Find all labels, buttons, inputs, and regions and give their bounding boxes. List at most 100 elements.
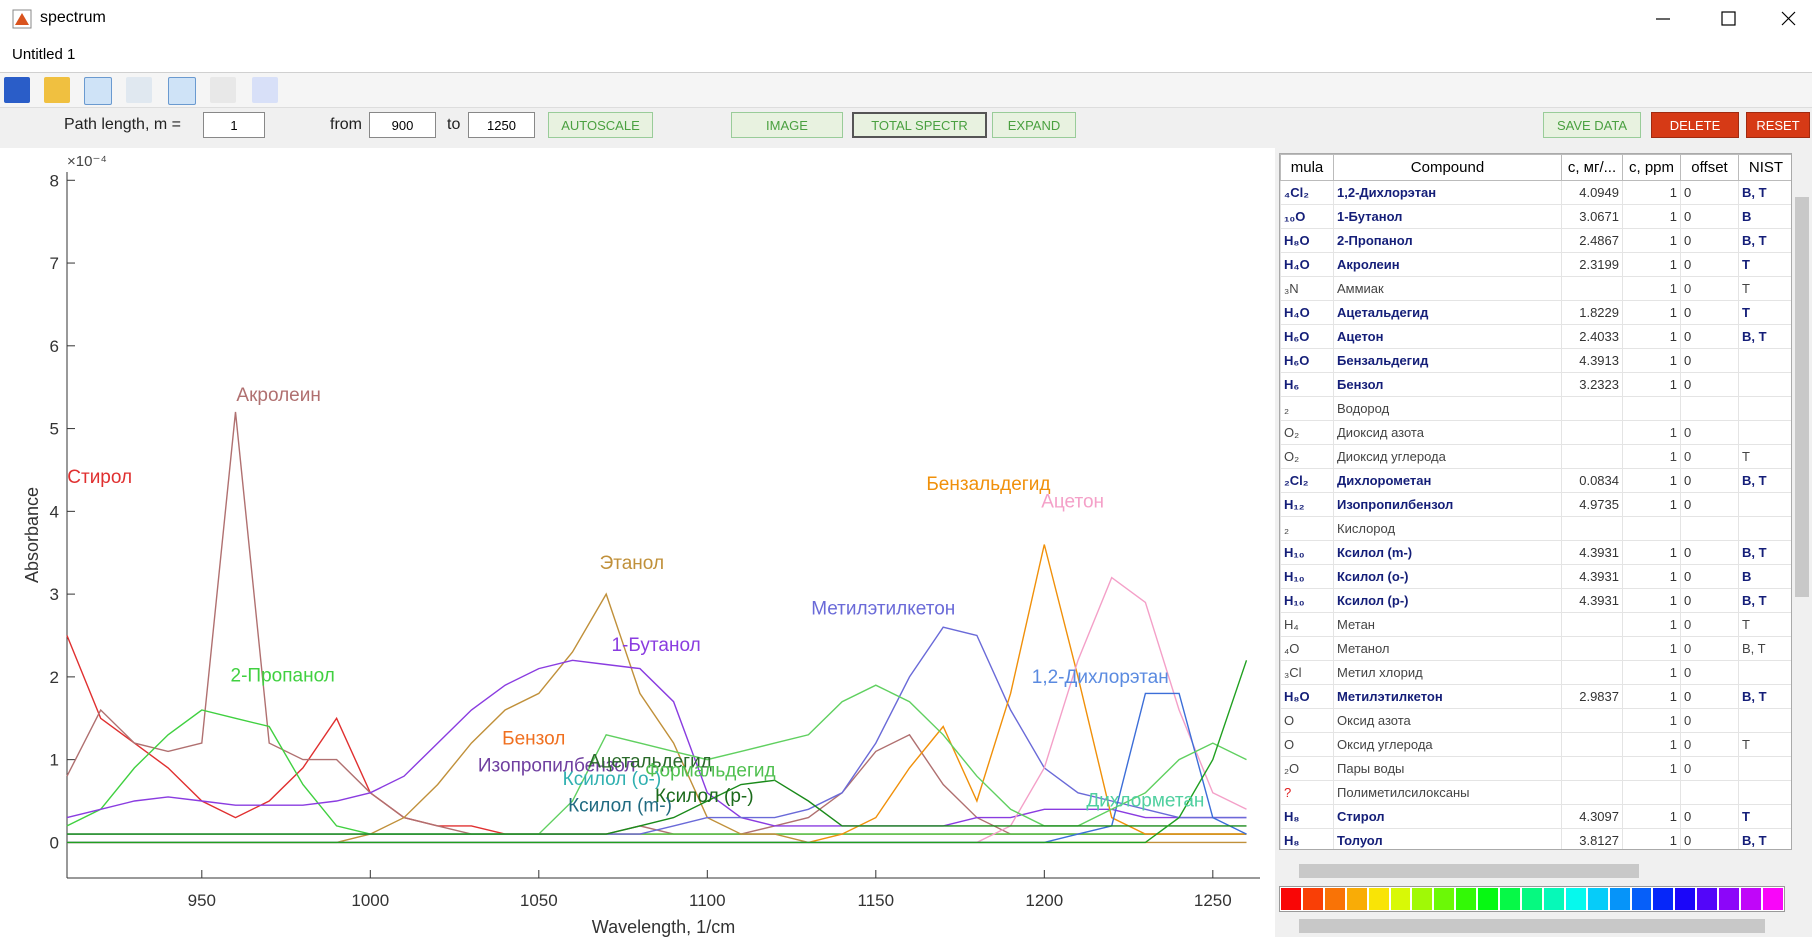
color-swatch[interactable] xyxy=(1500,888,1520,910)
table-row[interactable]: H₈ Толуол 3.8127 1 0 B, T xyxy=(1280,828,1791,849)
table-cell: T xyxy=(1738,300,1791,325)
color-swatch[interactable] xyxy=(1456,888,1477,910)
data-cursor-icon[interactable] xyxy=(210,77,236,103)
to-input[interactable]: 1250 xyxy=(468,112,535,138)
curve-label: 1,2-Дихлорэтан xyxy=(1032,667,1169,688)
table-cell: 1 xyxy=(1622,708,1681,733)
color-swatch[interactable] xyxy=(1762,888,1783,910)
scroll-thumb[interactable] xyxy=(1299,919,1765,933)
path-length-input[interactable]: 1 xyxy=(203,112,265,138)
table-cell xyxy=(1738,516,1791,541)
zoom-in-icon[interactable] xyxy=(84,77,112,105)
table-row[interactable]: ? Полиметилсилоксаны xyxy=(1280,780,1791,805)
horizontal-scrollbar[interactable] xyxy=(1279,861,1792,881)
scroll-thumb[interactable] xyxy=(1299,864,1639,878)
table-cell: Диоксид углерода xyxy=(1333,444,1562,469)
delete-button[interactable]: DELETE xyxy=(1651,112,1739,138)
color-swatch[interactable] xyxy=(1675,888,1696,910)
color-swatch[interactable] xyxy=(1324,888,1345,910)
table-row[interactable]: H₆O Бензальдегид 4.3913 1 0 xyxy=(1280,348,1791,373)
color-swatch[interactable] xyxy=(1587,888,1608,910)
from-input[interactable]: 900 xyxy=(369,112,436,138)
table-cell: 4.3097 xyxy=(1561,804,1623,829)
vertical-scrollbar[interactable] xyxy=(1792,177,1812,850)
table-row[interactable]: H₁₂ Изопропилбензол 4.9735 1 0 xyxy=(1280,492,1791,517)
table-row[interactable]: O₂ Диоксид азота 1 0 xyxy=(1280,420,1791,445)
table-row[interactable]: ₂Cl₂ Дихлорометан 0.0834 1 0 B, T xyxy=(1280,468,1791,493)
table-cell: 0 xyxy=(1680,588,1739,613)
table-cell: Ацетальдегид xyxy=(1333,300,1562,325)
table-row[interactable]: ₄Cl₂ 1,2-Дихлорэтан 4.0949 1 0 B, T xyxy=(1280,180,1791,205)
table-cell: 4.3931 xyxy=(1561,588,1623,613)
table-row[interactable]: H₁₀ Ксилол (o-) 4.3931 1 0 B xyxy=(1280,564,1791,589)
spectrum-line xyxy=(66,659,1247,827)
open-icon[interactable] xyxy=(44,77,70,103)
table-row[interactable]: ₂O Пары воды 1 0 xyxy=(1280,756,1791,781)
color-swatch[interactable] xyxy=(1741,888,1761,910)
table-cell: B xyxy=(1738,204,1791,229)
table-cell: 0 xyxy=(1680,252,1739,277)
expand-button[interactable]: EXPAND xyxy=(992,112,1076,138)
color-swatch[interactable] xyxy=(1719,888,1740,910)
color-palette[interactable] xyxy=(1279,886,1785,912)
table-row[interactable]: ₃Cl Метил хлорид 1 0 xyxy=(1280,660,1791,685)
table-cell: Ксилол (p-) xyxy=(1333,588,1562,613)
autoscale-button[interactable]: AUTOSCALE xyxy=(548,112,653,138)
zoom-out-icon[interactable] xyxy=(126,77,152,103)
table-cell: H₁₀ xyxy=(1280,588,1334,613)
save-icon[interactable] xyxy=(4,77,30,103)
color-swatch[interactable] xyxy=(1631,888,1652,910)
table-row[interactable]: ₂ Водород xyxy=(1280,396,1791,421)
color-swatch[interactable] xyxy=(1412,888,1433,910)
table-cell: 1 xyxy=(1622,372,1681,397)
color-swatch[interactable] xyxy=(1368,888,1389,910)
table-cell: ₂O xyxy=(1280,756,1334,781)
table-row[interactable]: H₆O Ацетон 2.4033 1 0 B, T xyxy=(1280,324,1791,349)
table-row[interactable]: ₄O Метанол 1 0 B, T xyxy=(1280,636,1791,661)
table-row[interactable]: ₁₀O 1-Бутанол 3.0671 1 0 B xyxy=(1280,204,1791,229)
table-row[interactable]: H₁₀ Ксилол (p-) 4.3931 1 0 B, T xyxy=(1280,588,1791,613)
color-swatch[interactable] xyxy=(1653,888,1674,910)
color-swatch[interactable] xyxy=(1281,888,1301,910)
table-row[interactable]: ₃N Аммиак 1 0 T xyxy=(1280,276,1791,301)
legend-icon[interactable] xyxy=(252,77,278,103)
table-row[interactable]: O Оксид азота 1 0 xyxy=(1280,708,1791,733)
color-swatch[interactable] xyxy=(1565,888,1586,910)
color-swatch[interactable] xyxy=(1697,888,1718,910)
table-row[interactable]: O₂ Диоксид углерода 1 0 T xyxy=(1280,444,1791,469)
table-row[interactable]: H₈ Стирол 4.3097 1 0 T xyxy=(1280,804,1791,829)
color-swatch[interactable] xyxy=(1346,888,1367,910)
color-swatch[interactable] xyxy=(1434,888,1455,910)
table-row[interactable]: H₁₀ Ксилол (m-) 4.3931 1 0 B, T xyxy=(1280,540,1791,565)
save-data-button[interactable]: SAVE DATA xyxy=(1543,112,1641,138)
curve-label: 2-Пропанол xyxy=(231,665,335,686)
color-swatch[interactable] xyxy=(1521,888,1542,910)
scroll-thumb[interactable] xyxy=(1795,197,1809,597)
table-cell: ₄O xyxy=(1280,636,1334,661)
table-cell: 1 xyxy=(1622,564,1681,589)
color-swatch[interactable] xyxy=(1390,888,1411,910)
palette-scrollbar[interactable] xyxy=(1279,916,1785,936)
table-row[interactable]: H₆ Бензол 3.2323 1 0 xyxy=(1280,372,1791,397)
table-cell: 0 xyxy=(1680,348,1739,373)
color-swatch[interactable] xyxy=(1478,888,1499,910)
table-cell: 0 xyxy=(1680,684,1739,709)
pan-icon[interactable] xyxy=(168,77,196,105)
window-controls[interactable] xyxy=(1650,6,1810,32)
table-cell: 0 xyxy=(1680,732,1739,757)
table-row[interactable]: H₈O Метилэтилкетон 2.9837 1 0 B, T xyxy=(1280,684,1791,709)
table-cell: H₄ xyxy=(1280,612,1334,637)
table-row[interactable]: H₈O 2-Пропанол 2.4867 1 0 B, T xyxy=(1280,228,1791,253)
table-row[interactable]: H₄O Ацетальдегид 1.8229 1 0 T xyxy=(1280,300,1791,325)
color-swatch[interactable] xyxy=(1609,888,1630,910)
table-row[interactable]: ₂ Кислород xyxy=(1280,516,1791,541)
table-row[interactable]: H₄O Акролеин 2.3199 1 0 T xyxy=(1280,252,1791,277)
table-row[interactable]: H₄ Метан 1 0 T xyxy=(1280,612,1791,637)
color-swatch[interactable] xyxy=(1543,888,1564,910)
reset-button[interactable]: RESET xyxy=(1746,112,1810,138)
image-button[interactable]: IMAGE xyxy=(731,112,843,138)
table-row[interactable]: O Оксид углерода 1 0 T xyxy=(1280,732,1791,757)
color-swatch[interactable] xyxy=(1302,888,1323,910)
total-spectr-button[interactable]: TOTAL SPECTR xyxy=(852,112,987,138)
document-name[interactable]: Untitled 1 xyxy=(12,46,76,63)
